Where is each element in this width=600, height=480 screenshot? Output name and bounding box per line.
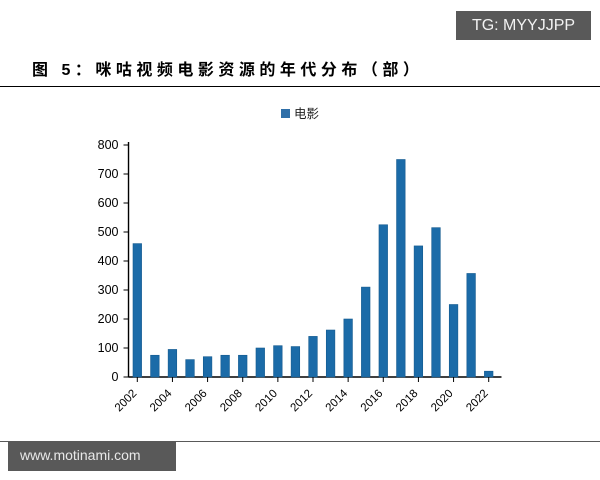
svg-text:600: 600 <box>98 196 119 210</box>
svg-text:500: 500 <box>98 225 119 239</box>
svg-text:2018: 2018 <box>394 388 421 415</box>
svg-text:400: 400 <box>98 254 119 268</box>
svg-text:0: 0 <box>112 370 119 384</box>
svg-text:200: 200 <box>98 312 119 326</box>
svg-text:2004: 2004 <box>148 387 175 414</box>
svg-text:700: 700 <box>98 167 119 181</box>
svg-text:300: 300 <box>98 283 119 297</box>
svg-text:2012: 2012 <box>289 388 316 415</box>
svg-text:2006: 2006 <box>183 388 210 415</box>
svg-text:2016: 2016 <box>359 388 386 415</box>
svg-text:2010: 2010 <box>253 388 280 415</box>
svg-text:2008: 2008 <box>218 388 245 415</box>
svg-text:2022: 2022 <box>464 388 491 415</box>
svg-text:800: 800 <box>98 138 119 152</box>
svg-text:2014: 2014 <box>324 387 351 414</box>
svg-text:2002: 2002 <box>113 388 140 415</box>
svg-text:2020: 2020 <box>429 388 456 415</box>
svg-text:100: 100 <box>98 341 119 355</box>
